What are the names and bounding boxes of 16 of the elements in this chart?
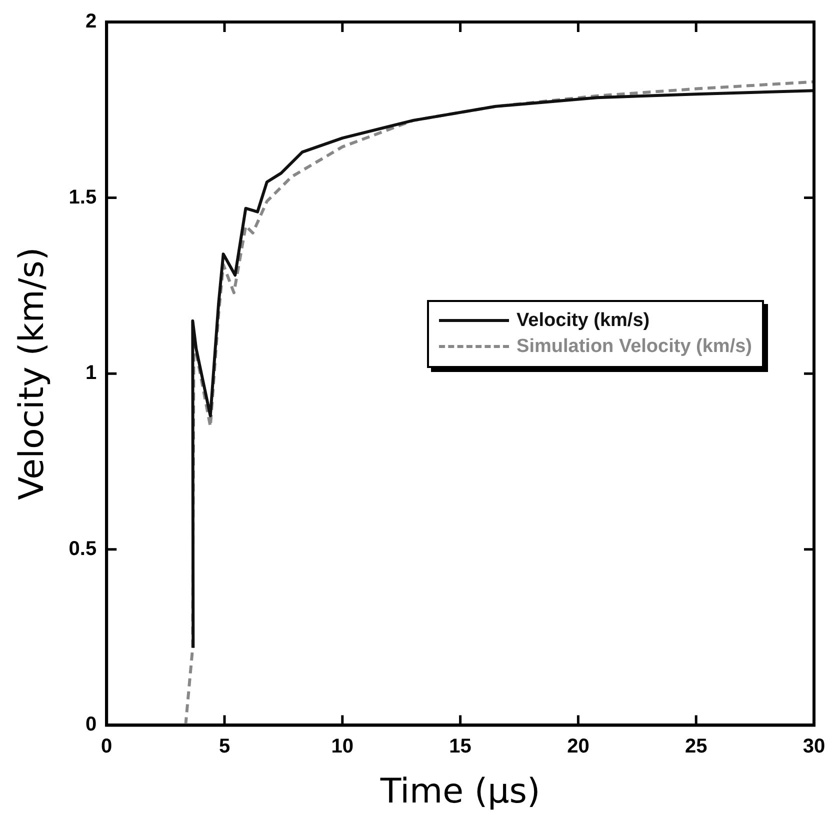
x-tick-label: 5 xyxy=(218,736,230,758)
y-axis-title: Velocity (km/s) xyxy=(12,247,52,500)
x-tick-label: 30 xyxy=(802,736,826,758)
y-tick-label: 0.5 xyxy=(68,538,97,560)
x-axis-title: Time (µs) xyxy=(379,771,540,812)
x-tick-label: 10 xyxy=(331,736,354,758)
x-tick-label: 0 xyxy=(101,736,112,758)
x-tick-label: 25 xyxy=(684,736,708,758)
y-tick-label: 1 xyxy=(85,362,97,384)
legend-label: Simulation Velocity (km/s) xyxy=(516,334,752,359)
y-tick-label: 0 xyxy=(85,714,97,736)
x-tick-label: 15 xyxy=(449,736,472,758)
y-tick-label: 1.5 xyxy=(68,186,97,208)
legend-label: Velocity (km/s) xyxy=(516,308,650,333)
x-tick-label: 20 xyxy=(567,736,590,758)
y-tick-label: 2 xyxy=(85,10,97,33)
